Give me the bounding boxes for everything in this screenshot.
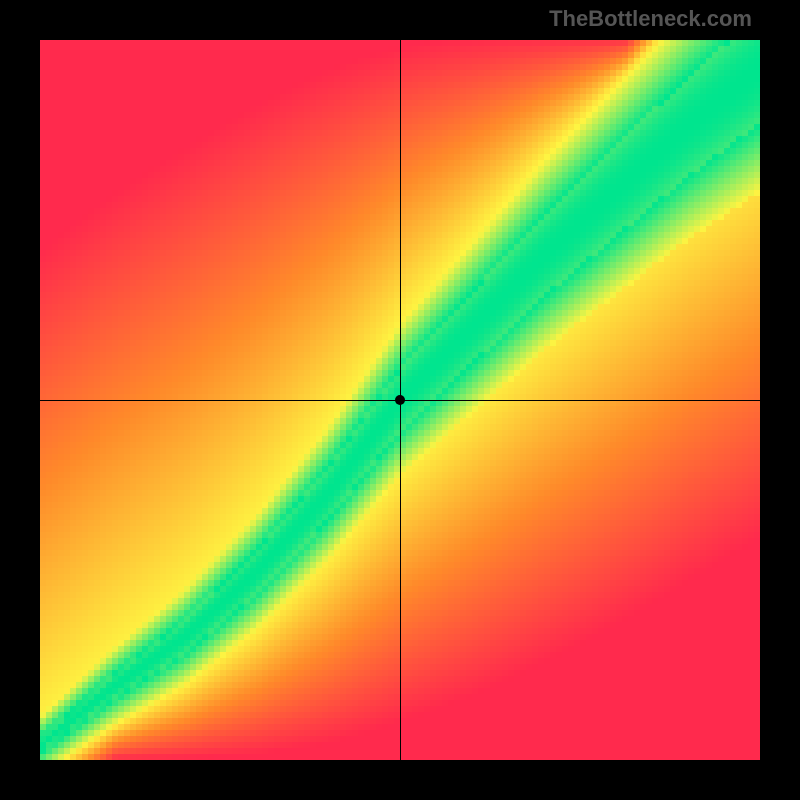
bottleneck-heatmap: [0, 0, 800, 800]
attribution-text: TheBottleneck.com: [549, 6, 752, 32]
